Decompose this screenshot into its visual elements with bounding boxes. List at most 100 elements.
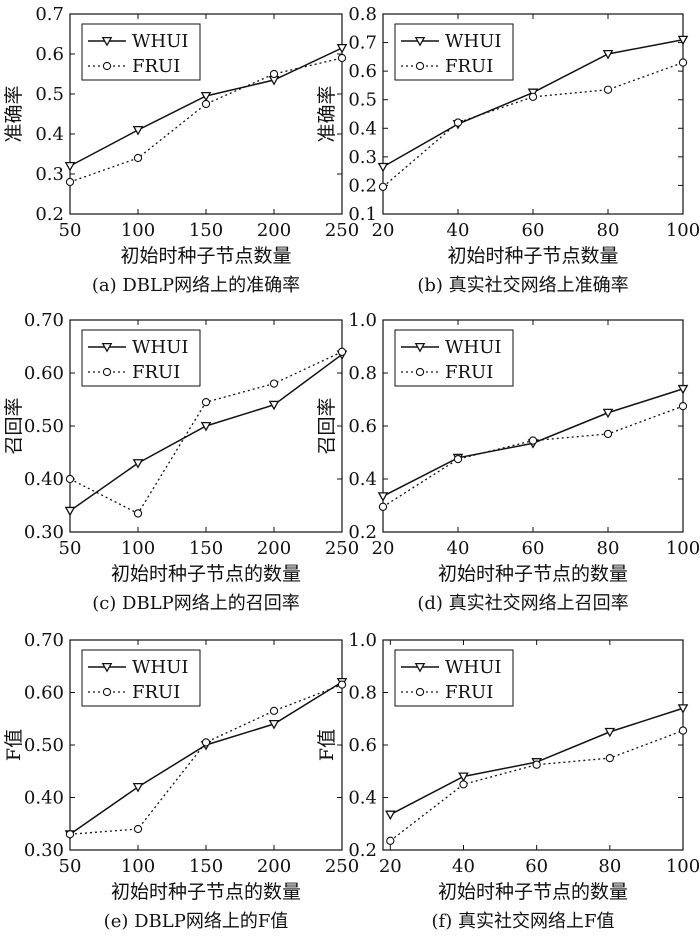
data-point-circle — [337, 347, 347, 356]
y-tick-label: 0.4 — [348, 788, 377, 809]
chart-panel-1: 50 100 150 200 250 0.2 0.3 0.4 0.5 0.6 0.7 初始时种子节点数… — [3, 4, 359, 296]
y-tick-label: 0.3 — [35, 164, 64, 185]
x-tick-label: 250 — [325, 856, 359, 877]
series-frui — [378, 401, 688, 511]
legend: WHUI FRUI — [81, 23, 201, 81]
y-tick-label: 0.6 — [35, 44, 64, 65]
legend: WHUI FRUI — [81, 329, 201, 387]
legend-marker-triangle — [101, 662, 113, 673]
y-tick-label: 0.70 — [24, 630, 64, 651]
legend: WHUI FRUI — [394, 329, 514, 387]
y-tick-label: 0.2 — [348, 522, 377, 543]
x-tick-label: 50 — [59, 538, 82, 559]
data-point-circle — [459, 780, 468, 789]
legend-marker-triangle — [414, 662, 426, 673]
legend-box — [394, 329, 514, 387]
y-axis-label: 召回率 — [3, 397, 25, 454]
data-point-triangle — [377, 162, 389, 173]
y-tick-label: 0.6 — [348, 416, 377, 437]
data-point-triangle — [132, 782, 144, 793]
x-tick-label: 100 — [666, 538, 700, 559]
x-tick-label: 40 — [452, 856, 475, 877]
data-point-triangle — [336, 43, 348, 54]
chart-panel-5: 50 100 150 200 250 0.30 0.40 0.50 0.60 0.70 初始时种子节… — [3, 630, 359, 932]
y-tick-label: 0.6 — [348, 735, 377, 756]
legend-label: FRUI — [132, 682, 180, 703]
y-tick-label: 0.7 — [35, 4, 64, 25]
y-tick-label: 0.2 — [348, 840, 377, 861]
y-axis-label: F值 — [316, 729, 338, 761]
legend-marker-triangle — [101, 342, 113, 353]
data-point-circle — [65, 177, 75, 187]
y-tick-label: 0.2 — [348, 175, 377, 196]
series-frui — [65, 347, 347, 518]
x-tick-label: 40 — [447, 220, 470, 241]
y-tick-label: 0.4 — [35, 124, 64, 145]
x-tick-label: 250 — [325, 538, 359, 559]
x-tick-label: 100 — [666, 220, 700, 241]
series-line — [382, 405, 684, 508]
x-axis-label: 初始时种子节点的数量 — [111, 881, 301, 903]
series-frui — [65, 53, 347, 187]
y-tick-label: 1.0 — [348, 630, 377, 651]
x-axis-label: 初始时种子节点数量 — [120, 245, 291, 267]
x-tick-label: 100 — [666, 856, 700, 877]
x-tick-label: 80 — [598, 856, 621, 877]
data-point-circle — [337, 53, 347, 63]
data-point-circle — [133, 153, 143, 163]
data-point-circle — [378, 182, 388, 192]
data-point-triangle — [268, 719, 280, 730]
legend-box — [81, 649, 201, 707]
data-point-circle — [337, 680, 347, 689]
y-tick-label: 0.8 — [348, 363, 377, 384]
y-tick-label: 0.30 — [24, 840, 64, 861]
data-point-circle — [133, 824, 143, 834]
data-point-triangle — [200, 91, 212, 102]
legend-box — [394, 649, 514, 707]
y-tick-label: 0.50 — [24, 735, 64, 756]
data-point-circle — [528, 92, 538, 102]
y-tick-label: 0.8 — [348, 4, 377, 25]
data-point-triangle — [602, 49, 614, 60]
y-tick-label: 0.40 — [24, 469, 64, 490]
legend-marker-triangle — [101, 36, 113, 47]
x-tick-label: 200 — [257, 220, 291, 241]
legend-label: WHUI — [132, 31, 188, 52]
x-tick-label: 20 — [379, 856, 402, 877]
x-tick-label: 80 — [597, 220, 620, 241]
legend-marker-triangle — [414, 36, 426, 47]
x-tick-label: 150 — [189, 538, 223, 559]
chart-panel-4: 20 40 60 80 100 0.2 0.4 0.6 0.8 1.0 初始时种子节点的数量 召回率 (… — [316, 310, 700, 614]
series-frui — [386, 726, 688, 845]
data-point-circle — [603, 429, 613, 439]
legend-marker-circle — [415, 61, 425, 71]
y-tick-label: 0.1 — [348, 204, 377, 225]
series-line — [382, 61, 684, 188]
legend-label: WHUI — [132, 657, 188, 678]
y-tick-label: 0.5 — [348, 90, 377, 111]
data-point-triangle — [132, 459, 144, 469]
legend-label: FRUI — [445, 56, 493, 77]
y-tick-label: 0.70 — [24, 310, 64, 331]
legend-box — [81, 329, 201, 387]
data-point-circle — [201, 397, 211, 407]
legend: WHUI FRUI — [394, 649, 514, 707]
y-axis-label: 准确率 — [3, 85, 25, 142]
data-point-circle — [201, 99, 211, 109]
legend-marker-circle — [415, 367, 425, 377]
data-point-circle — [678, 401, 688, 411]
y-tick-label: 1.0 — [348, 310, 377, 331]
y-axis-label: F值 — [3, 729, 25, 761]
data-point-circle — [269, 706, 279, 716]
legend: WHUI FRUI — [81, 649, 201, 707]
legend-marker-circle — [102, 61, 112, 71]
data-point-circle — [378, 502, 388, 511]
x-tick-label: 60 — [525, 856, 548, 877]
x-tick-label: 150 — [189, 220, 223, 241]
data-point-triangle — [677, 384, 689, 395]
data-point-triangle — [602, 408, 614, 419]
panel-caption: (d) 真实社交网络上召回率 — [417, 593, 628, 614]
x-tick-label: 200 — [257, 856, 291, 877]
series-frui — [65, 680, 347, 839]
